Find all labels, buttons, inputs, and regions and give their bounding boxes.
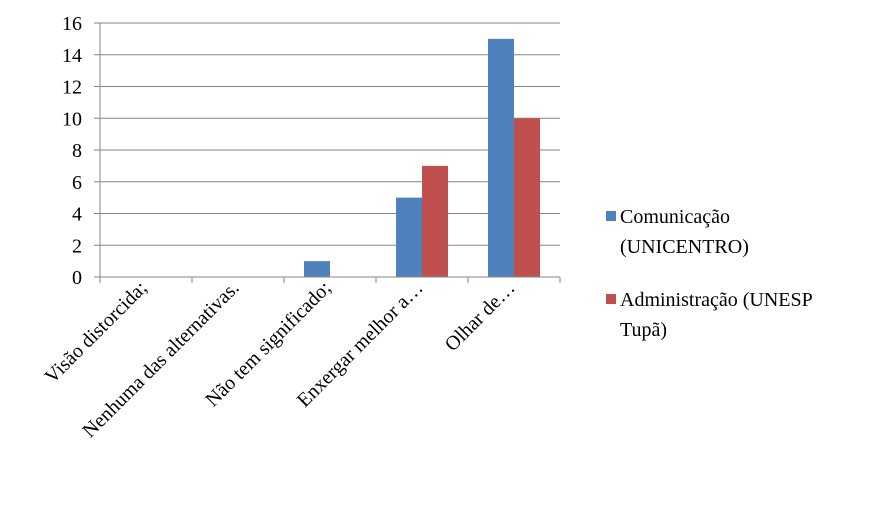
y-tick-label: 8: [72, 140, 82, 162]
gridlines: [100, 22, 560, 246]
y-tick-label: 14: [62, 45, 82, 67]
x-category-label: Olhar de…: [441, 277, 520, 356]
legend: Comunicação (UNICENTRO) Administração (UNE…: [606, 206, 813, 341]
legend-label-line: Administração (UNESP: [620, 289, 813, 311]
y-tick-label: 4: [72, 204, 82, 226]
legend-swatch: [606, 294, 616, 304]
y-tick-labels: 0 2 4 6 8 10 12 14 16: [62, 13, 82, 289]
legend-label: Comunicação (UNICENTRO): [620, 206, 749, 258]
y-tick-label: 10: [62, 108, 82, 130]
y-tick-label: 2: [72, 235, 82, 257]
y-tick-label: 0: [72, 267, 82, 289]
axes: [94, 22, 561, 283]
legend-label: Administração (UNESP Tupã): [620, 289, 813, 341]
bar-administracao: [422, 165, 448, 277]
x-category-label: Nenhuma das alternativas.: [78, 277, 243, 442]
legend-swatch: [606, 211, 616, 221]
legend-label-line: Comunicação: [620, 206, 730, 228]
bar-comunicacao: [396, 197, 422, 277]
bars: [304, 38, 540, 277]
bar-administracao: [514, 118, 540, 277]
y-tick-label: 6: [72, 172, 82, 194]
y-tick-label: 12: [62, 77, 82, 99]
category-labels: Visão distorcida;Nenhuma das alternativa…: [41, 277, 520, 442]
legend-label-line: Tupã): [620, 319, 667, 341]
legend-label-line: (UNICENTRO): [620, 236, 749, 258]
y-tick-label: 16: [62, 13, 82, 35]
bar-comunicacao: [488, 38, 514, 277]
bar-comunicacao: [304, 261, 330, 277]
